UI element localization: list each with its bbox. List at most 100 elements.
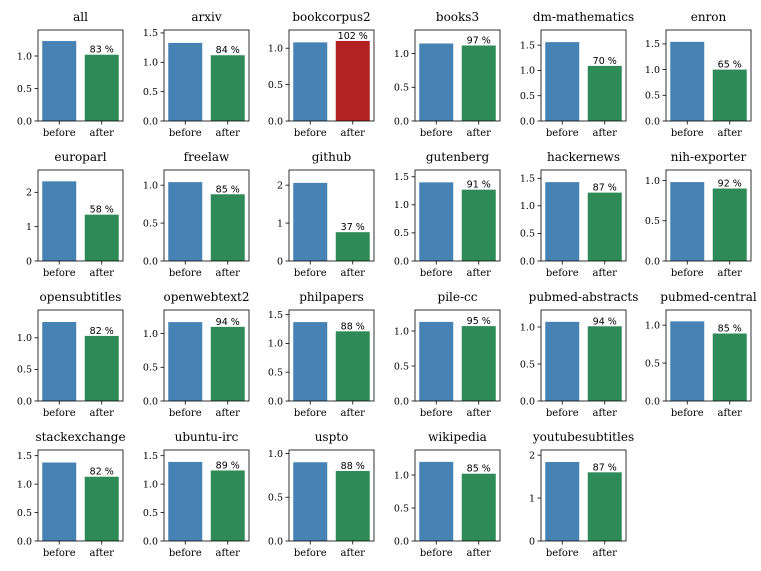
panel-title: europarl — [54, 150, 106, 164]
panel-title: gutenberg — [426, 150, 490, 164]
bar-before — [419, 461, 454, 541]
panel-opensubtitles: opensubtitles 82 % 0.0 0.5 1.0 before after — [17, 290, 124, 419]
y-tick-label: 0.5 — [394, 228, 409, 239]
x-tick-label: before — [43, 268, 76, 279]
y-tick-label: 0 — [277, 256, 283, 267]
x-tick-label: before — [294, 268, 327, 279]
panel-europarl: europarl 58 % 0 1 2 before after — [26, 150, 124, 279]
y-tick-label: 0.0 — [394, 256, 409, 267]
bar-before — [293, 462, 328, 541]
x-tick-label: before — [43, 128, 76, 139]
y-tick-label: 0.5 — [645, 358, 660, 369]
bar-after — [84, 476, 119, 541]
y-tick-label: 0.5 — [143, 87, 158, 98]
y-tick-label: 0.5 — [520, 91, 535, 102]
x-tick-label: after — [341, 408, 366, 419]
panel-title: arxiv — [191, 10, 221, 24]
y-tick-label: 1.0 — [143, 479, 158, 490]
panel-nih-exporter: nih-exporter 92 % 0.0 0.5 1.0 before after — [645, 150, 752, 279]
x-tick-label: before — [671, 268, 704, 279]
bar-before — [419, 321, 454, 401]
percent-label: 95 % — [467, 316, 491, 327]
bar-after — [712, 188, 747, 261]
axes-frame — [163, 449, 250, 542]
y-tick-label: 1.0 — [268, 449, 283, 460]
bar-before — [419, 182, 454, 261]
y-tick-label: 1 — [529, 493, 535, 504]
x-tick-label: before — [43, 408, 76, 419]
percent-label: 65 % — [718, 60, 742, 71]
panel-title: pubmed-central — [660, 290, 757, 304]
y-tick-label: 1.5 — [520, 40, 535, 51]
y-tick-label: 1.5 — [645, 39, 660, 50]
percent-label: 82 % — [90, 467, 114, 478]
axes-frame — [288, 169, 375, 262]
axes-frame — [540, 309, 627, 402]
x-tick-label: after — [718, 408, 743, 419]
panel-pile-cc: pile-cc 95 % 0.0 0.5 1.0 before after — [394, 290, 501, 419]
x-tick-label: after — [593, 268, 618, 279]
x-tick-label: before — [546, 548, 579, 559]
x-tick-label: before — [420, 408, 453, 419]
y-tick-label: 0.0 — [394, 116, 409, 127]
x-tick-label: after — [216, 128, 241, 139]
panel-pubmed-abstracts: pubmed-abstracts 94 % 0.0 0.5 1.0 before after — [520, 290, 638, 419]
bar-after — [84, 335, 119, 401]
panel-hackernews: hackernews 87 % 0.0 0.5 1.0 1.5 before after — [520, 150, 627, 279]
panel-title: hackernews — [547, 150, 620, 164]
y-tick-label: 0.5 — [394, 361, 409, 372]
y-tick-label: 1.0 — [520, 201, 535, 212]
bar-after — [84, 54, 119, 122]
y-tick-label: 1.0 — [520, 66, 535, 77]
axes-frame — [163, 169, 250, 262]
x-tick-label: after — [718, 128, 743, 139]
panel-pubmed-central: pubmed-central 85 % 0.0 0.5 1.0 before after — [645, 290, 757, 419]
y-tick-label: 0.0 — [394, 396, 409, 407]
y-tick-label: 1.0 — [143, 180, 158, 191]
y-tick-label: 0.5 — [268, 368, 283, 379]
y-tick-label: 0.0 — [394, 536, 409, 547]
bar-after — [587, 326, 622, 401]
y-tick-label: 0.5 — [143, 363, 158, 374]
y-tick-label: 0.5 — [520, 359, 535, 370]
x-tick-label: after — [467, 548, 492, 559]
bar-before — [168, 42, 203, 121]
y-tick-label: 0.5 — [394, 503, 409, 514]
percent-label: 94 % — [593, 316, 617, 327]
percent-label: 84 % — [216, 45, 240, 56]
bar-after — [461, 189, 496, 261]
y-tick-label: 1.0 — [394, 49, 409, 60]
panel-freelaw: freelaw 85 % 0.0 0.5 1.0 before after — [143, 150, 250, 279]
y-tick-label: 2 — [26, 188, 32, 199]
y-tick-label: 1.5 — [17, 451, 32, 462]
y-tick-label: 0.5 — [143, 508, 158, 519]
x-tick-label: before — [546, 268, 579, 279]
bar-after — [587, 472, 622, 541]
y-tick-label: 0.5 — [17, 508, 32, 519]
bar-after — [587, 65, 622, 121]
bar-after — [335, 232, 370, 261]
bar-after — [712, 69, 747, 121]
bar-after — [712, 333, 747, 401]
panel-title: pile-cc — [438, 290, 478, 304]
panel-title: openwebtext2 — [164, 290, 250, 304]
panel-title: bookcorpus2 — [292, 10, 370, 24]
y-tick-label: 1.0 — [645, 176, 660, 187]
bar-before — [42, 41, 77, 121]
bar-before — [42, 462, 77, 541]
x-tick-label: before — [671, 128, 704, 139]
axes-frame — [540, 449, 627, 542]
percent-label: 91 % — [467, 180, 491, 191]
y-tick-label: 1 — [26, 222, 32, 233]
y-tick-label: 1.0 — [268, 44, 283, 55]
y-tick-label: 0.0 — [143, 396, 158, 407]
y-tick-label: 0.0 — [645, 396, 660, 407]
y-tick-label: 1.0 — [17, 51, 32, 62]
x-tick-label: after — [467, 408, 492, 419]
x-tick-label: after — [90, 408, 115, 419]
bar-before — [670, 321, 705, 401]
bar-after — [210, 55, 245, 121]
axes-frame — [665, 29, 752, 122]
bar-before — [293, 42, 328, 121]
y-tick-label: 0.0 — [645, 116, 660, 127]
